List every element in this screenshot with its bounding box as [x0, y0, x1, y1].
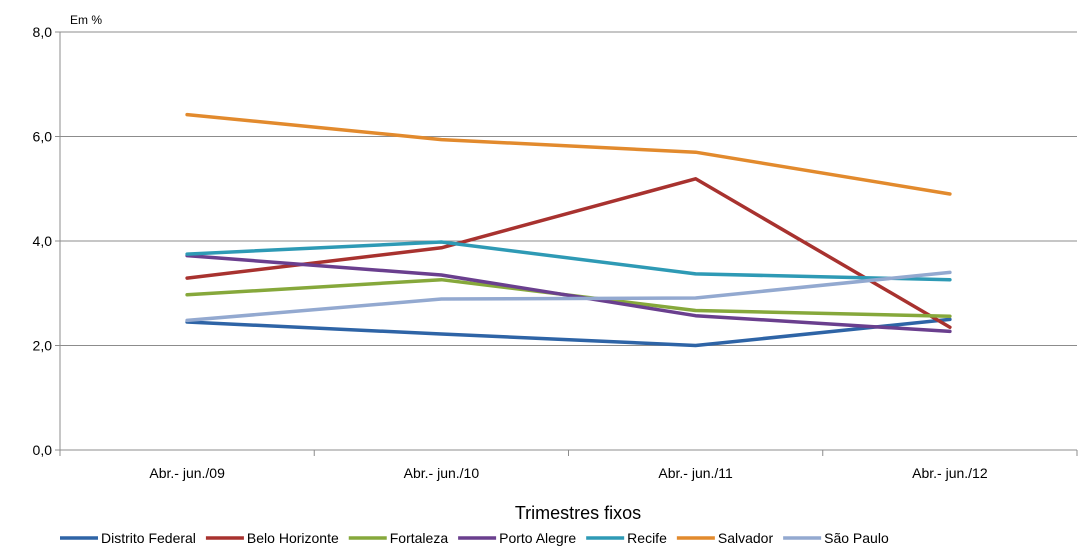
unit-label: Em %	[70, 13, 102, 27]
x-axis-ticks: Abr.- jun./09 Abr.- jun./10 Abr.- jun./11 A…	[59, 450, 1078, 481]
legend-label-salvador: Salvador	[718, 530, 774, 546]
series-line-belo-horizonte	[185, 177, 952, 329]
legend-label-fortaleza: Fortaleza	[390, 530, 449, 546]
series-lines	[185, 112, 952, 348]
y-tick-label: 4,0	[33, 233, 53, 249]
legend-label-s-o-paulo: São Paulo	[824, 530, 889, 546]
x-tick-label: Abr.- jun./10	[404, 465, 480, 481]
legend: Distrito Federal Belo Horizonte Fortaleza P…	[60, 530, 889, 546]
gridlines	[60, 31, 1077, 346]
x-tick-label: Abr.- jun./09	[149, 465, 225, 481]
series-line-salvador	[185, 112, 952, 196]
x-tick-label: Abr.- jun./12	[912, 465, 988, 481]
legend-label-belo-horizonte: Belo Horizonte	[247, 530, 339, 546]
legend-label-recife: Recife	[627, 530, 667, 546]
x-tick-label: Abr.- jun./11	[658, 465, 733, 481]
series-line-recife	[185, 240, 952, 282]
series-line-distrito-federal	[185, 317, 952, 348]
y-tick-label: 6,0	[33, 129, 53, 145]
legend-label-distrito-federal: Distrito Federal	[101, 530, 196, 546]
y-tick-label: 0,0	[33, 442, 53, 458]
series-line-porto-alegre	[185, 253, 952, 334]
y-axis-ticks: 0,0 2,0 4,0 6,0 8,0	[33, 24, 60, 458]
y-tick-label: 8,0	[33, 24, 53, 40]
series-line-s-o-paulo	[185, 270, 952, 323]
x-axis-title: Trimestres fixos	[515, 503, 641, 523]
y-tick-label: 2,0	[33, 338, 53, 354]
legend-label-porto-alegre: Porto Alegre	[499, 530, 576, 546]
